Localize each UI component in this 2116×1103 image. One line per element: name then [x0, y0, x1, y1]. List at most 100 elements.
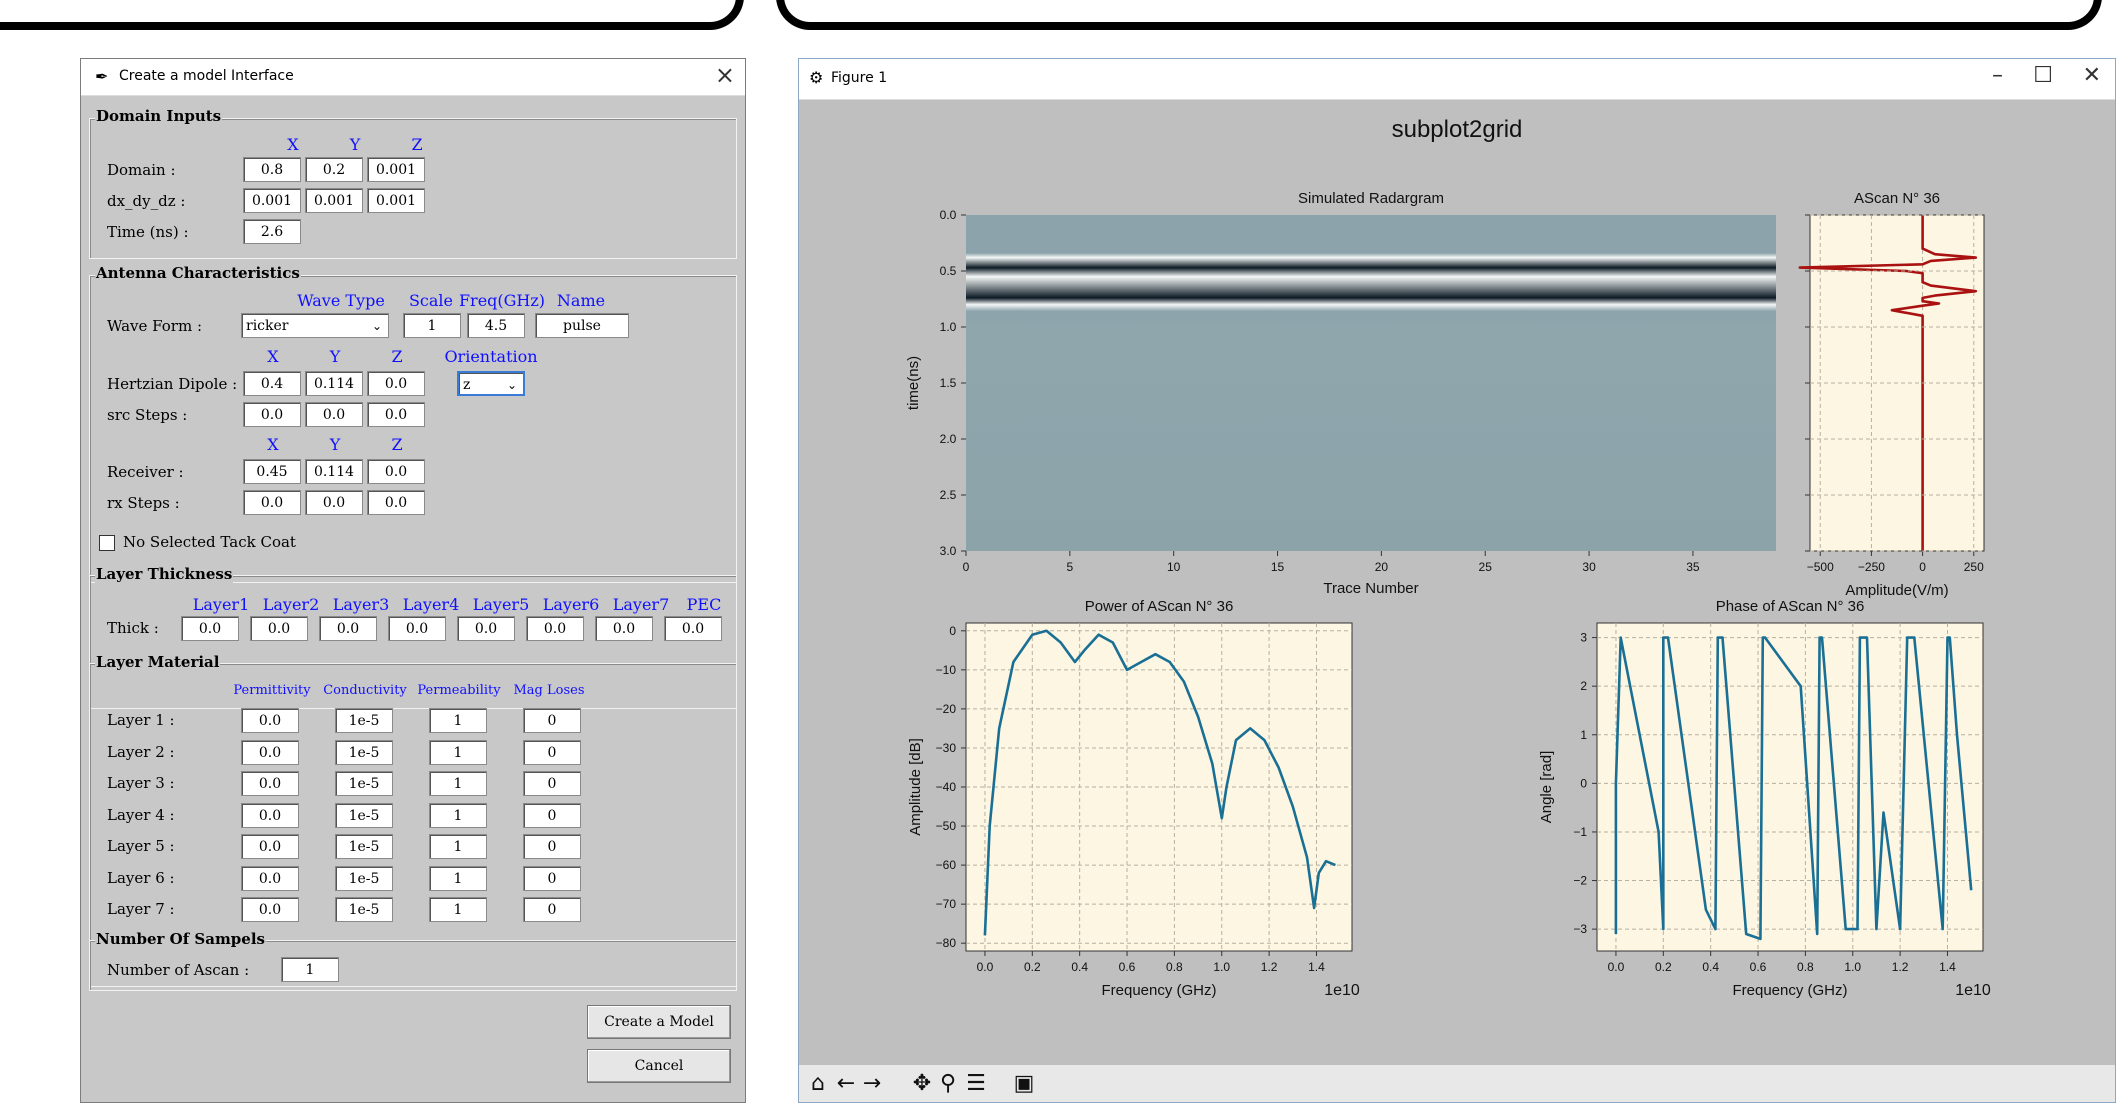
thick-field-3[interactable]: 0.0: [319, 616, 377, 641]
close-icon[interactable]: ×: [714, 61, 735, 89]
minimize-icon[interactable]: –: [1992, 63, 2003, 88]
layer-5-permeability-field[interactable]: 1: [429, 834, 487, 859]
rx-steps-label: rx Steps :: [107, 494, 180, 512]
dx-field[interactable]: 0.001: [243, 188, 301, 213]
forward-icon[interactable]: →: [862, 1071, 882, 1096]
radargram-xtick-label: 0: [963, 560, 970, 574]
layer-7-permittivity-field[interactable]: 0.0: [241, 897, 299, 922]
src-y-field[interactable]: 0.0: [305, 402, 363, 427]
configure-icon[interactable]: ☰: [966, 1071, 986, 1096]
rx-z-field[interactable]: 0.0: [367, 490, 425, 515]
chevron-down-icon: ⌄: [506, 378, 517, 392]
domain-inputs-label: Domain Inputs: [95, 107, 223, 125]
layer-3-permittivity-field[interactable]: 0.0: [241, 771, 299, 796]
src-z-field[interactable]: 0.0: [367, 402, 425, 427]
thick-field-4[interactable]: 0.0: [388, 616, 446, 641]
tack-coat-checkbox[interactable]: [99, 535, 115, 551]
create-model-dialog: ✒ Create a model Interface × Domain Inpu…: [80, 58, 746, 1103]
pan-icon[interactable]: ✥: [912, 1071, 932, 1096]
layer-4-permittivity-field[interactable]: 0.0: [241, 802, 299, 828]
receiver-x-field[interactable]: 0.45: [243, 459, 301, 484]
layer-3-label: Layer 3 :: [107, 774, 175, 792]
layer-5-permittivity-field[interactable]: 0.0: [241, 834, 299, 859]
power-ytick-label: −40: [936, 780, 957, 794]
ascan-field[interactable]: 1: [281, 957, 339, 982]
wave-type-select[interactable]: ricker ⌄: [241, 313, 389, 338]
dipole-x-field[interactable]: 0.4: [243, 371, 301, 396]
cancel-button[interactable]: Cancel: [587, 1049, 731, 1083]
layer-3-conductivity-field[interactable]: 1e-5: [335, 771, 393, 796]
domain-label: Domain :: [107, 161, 176, 179]
back-icon[interactable]: ←: [836, 1071, 856, 1096]
layer-6-mag-loses-field[interactable]: 0: [523, 865, 581, 891]
thick-field-pec[interactable]: 0.0: [664, 616, 722, 641]
orientation-select[interactable]: z ⌄: [457, 371, 525, 396]
layer-4-conductivity-field[interactable]: 1e-5: [335, 802, 393, 828]
dz-field[interactable]: 0.001: [367, 188, 425, 213]
layer-1-conductivity-field[interactable]: 1e-5: [335, 708, 393, 733]
domain-y-field[interactable]: 0.2: [305, 157, 363, 182]
zoom-icon[interactable]: ⚲: [939, 1071, 957, 1096]
layer-6-permeability-field[interactable]: 1: [429, 865, 487, 891]
receiver-header-x: X: [267, 435, 279, 454]
layer-6-permittivity-field[interactable]: 0.0: [241, 865, 299, 891]
create-model-button[interactable]: Create a Model: [587, 1005, 731, 1039]
home-icon[interactable]: ⌂: [811, 1071, 825, 1096]
layer-3-permeability-field[interactable]: 1: [429, 771, 487, 796]
thick-field-7[interactable]: 0.0: [595, 616, 653, 641]
layer-thickness-label: Layer Thickness: [95, 565, 234, 583]
layer-2-permittivity-field[interactable]: 0.0: [241, 739, 299, 765]
power-ytick-label: −10: [936, 663, 957, 677]
phase-ytick-label: 1: [1580, 728, 1587, 742]
thick-header-pec: PEC: [686, 595, 722, 614]
phase-ytick-label: 0: [1580, 776, 1587, 790]
rx-x-field[interactable]: 0.0: [243, 490, 301, 515]
freq-field[interactable]: 4.5: [467, 313, 525, 338]
radargram-ytick-label: 1.5: [940, 376, 957, 390]
radargram-xtick-label: 15: [1271, 560, 1285, 574]
layer-1-permeability-field[interactable]: 1: [429, 708, 487, 733]
receiver-y-field[interactable]: 0.114: [305, 459, 363, 484]
layer-material-group: [89, 663, 737, 987]
maximize-icon[interactable]: ☐: [2033, 63, 2053, 88]
layer-2-permeability-field[interactable]: 1: [429, 739, 487, 765]
conductivity-header: Conductivity: [323, 683, 407, 698]
layer-5-mag-loses-field[interactable]: 0: [523, 834, 581, 859]
layer-4-mag-loses-field[interactable]: 0: [523, 802, 581, 828]
thick-field-5[interactable]: 0.0: [457, 616, 515, 641]
layer-2-conductivity-field[interactable]: 1e-5: [335, 739, 393, 765]
domain-z-field[interactable]: 0.001: [367, 157, 425, 182]
radargram-xtick-label: 5: [1067, 560, 1074, 574]
receiver-z-field[interactable]: 0.0: [367, 459, 425, 484]
permittivity-header: Permittivity: [233, 683, 311, 698]
close-icon[interactable]: ✕: [2082, 63, 2101, 88]
dipole-y-field[interactable]: 0.114: [305, 371, 363, 396]
name-field[interactable]: pulse: [535, 313, 629, 338]
dy-field[interactable]: 0.001: [305, 188, 363, 213]
receiver-header-z: Z: [391, 435, 403, 454]
thick-field-6[interactable]: 0.0: [526, 616, 584, 641]
layer-1-mag-loses-field[interactable]: 0: [523, 708, 581, 733]
dipole-z-field[interactable]: 0.0: [367, 371, 425, 396]
layer-5-conductivity-field[interactable]: 1e-5: [335, 834, 393, 859]
src-x-field[interactable]: 0.0: [243, 402, 301, 427]
layer-6-conductivity-field[interactable]: 1e-5: [335, 865, 393, 891]
layer-4-permeability-field[interactable]: 1: [429, 802, 487, 828]
thick-field-2[interactable]: 0.0: [250, 616, 308, 641]
layer-7-mag-loses-field[interactable]: 0: [523, 897, 581, 922]
src-steps-label: src Steps :: [107, 406, 188, 424]
time-field[interactable]: 2.6: [243, 219, 301, 244]
thick-field-1[interactable]: 0.0: [181, 616, 239, 641]
scale-field[interactable]: 1: [403, 313, 461, 338]
layer-2-mag-loses-field[interactable]: 0: [523, 739, 581, 765]
thick-header-7: Layer7: [612, 595, 670, 614]
layer-7-permeability-field[interactable]: 1: [429, 897, 487, 922]
power-ytick-label: −60: [936, 858, 957, 872]
layer-1-permittivity-field[interactable]: 0.0: [241, 708, 299, 733]
layer-3-mag-loses-field[interactable]: 0: [523, 771, 581, 796]
domain-x-field[interactable]: 0.8: [243, 157, 301, 182]
save-icon[interactable]: ▣: [1013, 1071, 1035, 1096]
layer-7-conductivity-field[interactable]: 1e-5: [335, 897, 393, 922]
ascan-series-line: [1798, 215, 1978, 551]
rx-y-field[interactable]: 0.0: [305, 490, 363, 515]
